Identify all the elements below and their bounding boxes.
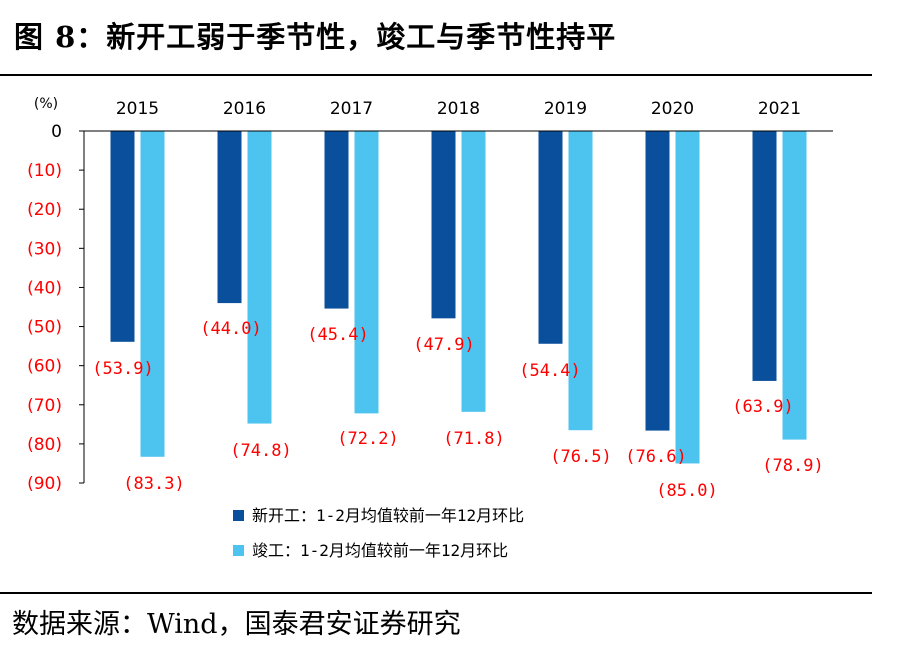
chart-title: 图 8：新开工弱于季节性，竣工与季节性持平 (14, 20, 617, 54)
bar-chart: 0 (10) (20) (30) (40) (50) (60) (70) (80) (90) (%)… (27, 96, 833, 560)
y-tick-label: (70) (27, 396, 62, 416)
data-label-new-construction: (63.9) (732, 397, 793, 417)
bar-completion (568, 131, 593, 431)
data-label-new-construction: (76.6) (625, 447, 686, 467)
bar-completion (461, 131, 486, 412)
bar-completion (247, 131, 272, 424)
data-label-completion: (72.2) (337, 429, 398, 449)
bar-completion (782, 131, 807, 440)
y-axis-unit: (%) (34, 96, 58, 112)
y-tick-label: (40) (27, 278, 62, 298)
bar-new-construction (645, 131, 670, 431)
bar-new-construction (217, 131, 242, 304)
category-label: 2018 (437, 99, 480, 119)
legend-swatch-completion (233, 545, 244, 556)
data-label-new-construction: (44.0) (200, 319, 261, 339)
title-divider (0, 74, 872, 76)
data-label-completion: (78.9) (762, 456, 823, 476)
data-source: 数据来源：Wind，国泰君安证券研究 (12, 609, 461, 640)
bar-new-construction (752, 131, 777, 381)
legend-label-new-construction: 新开工：1-2月均值较前一年12月环比 (252, 506, 524, 525)
data-label-new-construction: (53.9) (92, 359, 153, 379)
bar-new-construction (110, 131, 135, 342)
bar-completion (140, 131, 165, 457)
bar-new-construction (538, 131, 563, 344)
y-tick-label: (30) (27, 239, 62, 259)
data-label-completion: (76.5) (550, 447, 611, 467)
bar-completion (354, 131, 379, 414)
y-tick-label: (10) (27, 161, 62, 181)
data-label-completion: (85.0) (656, 481, 717, 501)
data-label-new-construction: (47.9) (413, 335, 474, 355)
category-label: 2015 (116, 99, 159, 119)
y-tick-label: (80) (27, 435, 62, 455)
data-label-completion: (71.8) (443, 429, 504, 449)
legend-swatch-new-construction (233, 510, 244, 521)
legend-label-completion: 竣工：1-2月均值较前一年12月环比 (252, 541, 508, 560)
bar-completion (675, 131, 700, 464)
data-label-completion: (74.8) (230, 441, 291, 461)
y-tick-label: (20) (27, 200, 62, 220)
y-tick-label: 0 (51, 122, 62, 142)
category-label: 2020 (651, 99, 694, 119)
y-tick-label: (60) (27, 357, 62, 377)
bar-new-construction (324, 131, 349, 309)
source-divider (0, 592, 872, 594)
data-label-new-construction: (45.4) (307, 325, 368, 345)
category-label: 2019 (544, 99, 587, 119)
category-label: 2017 (330, 99, 373, 119)
bar-new-construction (431, 131, 456, 319)
category-label: 2021 (758, 99, 801, 119)
data-label-completion: (83.3) (123, 474, 184, 494)
y-tick-label: (50) (27, 318, 62, 338)
category-label: 2016 (223, 99, 266, 119)
data-label-new-construction: (54.4) (519, 361, 580, 381)
y-tick-label: (90) (27, 474, 62, 494)
